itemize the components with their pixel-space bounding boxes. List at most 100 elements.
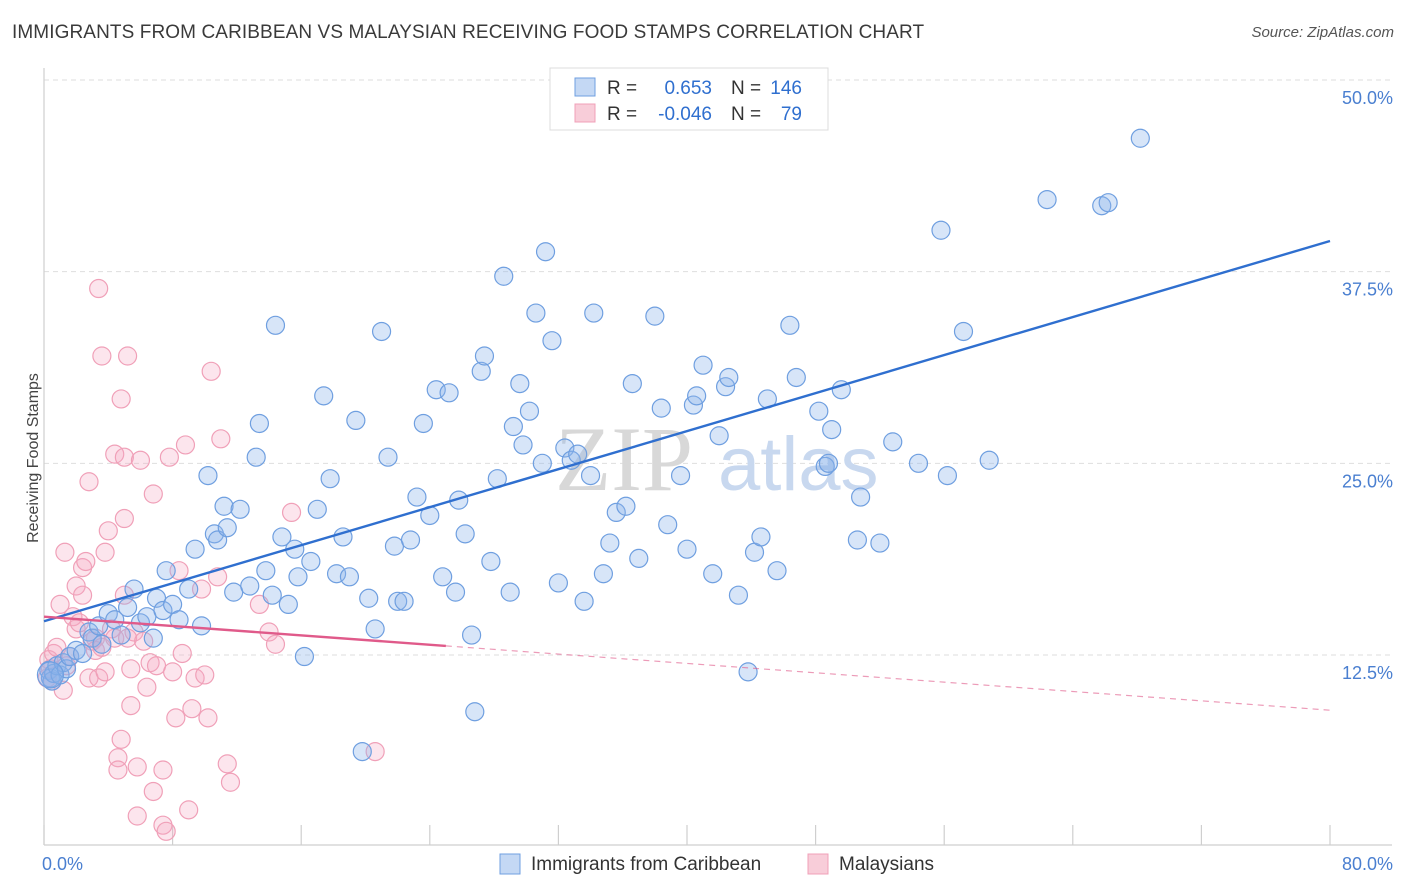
caribbean-point-67	[413, 413, 433, 434]
caribbean-point-55	[339, 567, 360, 587]
caribbean-point-141	[1130, 128, 1150, 148]
caribbean-point-43	[265, 315, 286, 335]
caribbean-point-70	[433, 567, 453, 587]
caribbean-point-113	[709, 426, 729, 446]
caribbean-point-127	[822, 420, 842, 440]
caribbean-point-10	[72, 643, 93, 664]
caribbean-point-132	[883, 432, 903, 452]
malaysian-point-58	[166, 708, 186, 728]
caribbean-point-36	[224, 582, 244, 602]
y-tick-label-1: 25.0%	[1342, 471, 1393, 491]
caribbean-point-61	[378, 447, 398, 467]
caribbean-point-100	[606, 502, 626, 523]
caribbean-point-82	[500, 582, 520, 602]
caribbean-point-76	[465, 702, 485, 722]
caribbean-point-140	[1098, 193, 1118, 213]
caribbean-point-106	[658, 515, 678, 535]
malaysian-point-51	[143, 484, 163, 504]
caribbean-point-84	[510, 374, 530, 394]
caribbean-point-130	[851, 487, 871, 507]
caribbean-point-88	[532, 453, 552, 473]
watermark-atlas: atlas	[718, 422, 879, 507]
caribbean-point-95	[574, 591, 594, 611]
caribbean-point-cluster	[36, 661, 65, 689]
caribbean-point-60	[371, 321, 392, 342]
caribbean-point-37	[230, 499, 250, 519]
malaysian-point-37	[114, 508, 134, 529]
caribbean-point-56	[346, 410, 366, 430]
malaysian-point-67	[198, 708, 218, 728]
caribbean-point-44	[272, 527, 292, 547]
x-tick-label-end: 80.0%	[1342, 854, 1393, 874]
y-tick-label-3: 50.0%	[1342, 88, 1393, 108]
malaysian-point-55	[156, 821, 176, 841]
malaysian-point-68	[201, 361, 221, 381]
caribbean-point-98	[593, 564, 614, 584]
caribbean-point-104	[645, 306, 665, 326]
malaysian-point-70	[211, 429, 231, 449]
caribbean-point-137	[979, 450, 999, 470]
caribbean-point-58	[359, 588, 379, 608]
caribbean-point-29	[185, 539, 205, 559]
y-tick-label-2: 37.5%	[1342, 280, 1393, 300]
source-credit: Source: ZipAtlas.com	[1251, 24, 1394, 41]
malaysian-point-28	[95, 542, 115, 562]
series-malaysians-points	[37, 278, 385, 841]
caribbean-point-62	[384, 536, 405, 556]
caribbean-point-12	[82, 628, 102, 648]
caribbean-point-135	[937, 466, 958, 486]
caribbean-point-108	[677, 539, 697, 559]
axes	[43, 68, 1392, 846]
caribbean-point-101	[616, 496, 636, 516]
malaysian-point-45	[127, 806, 147, 826]
malaysian-point-63	[182, 699, 202, 719]
malaysian-point-34	[108, 760, 128, 780]
caribbean-point-86	[519, 401, 540, 421]
caribbean-point-25	[156, 561, 176, 581]
malaysian-point-53	[153, 760, 173, 780]
trend-line-malaysians-solid	[43, 615, 446, 648]
malaysian-point-76	[281, 502, 302, 523]
malaysian-point-48	[137, 677, 157, 697]
caribbean-point-64	[394, 591, 414, 611]
trend-lines	[43, 239, 1331, 711]
caribbean-point-42	[262, 585, 282, 605]
caribbean-point-30	[191, 616, 212, 636]
caribbean-point-78	[474, 346, 495, 366]
malaysian-point-6	[50, 594, 70, 615]
legend-series: Immigrants from Caribbean Malaysians	[499, 853, 934, 875]
malaysian-point-71	[217, 754, 237, 774]
legend-r-label-2: R =	[607, 104, 637, 125]
caribbean-point-87	[526, 303, 546, 323]
malaysian-point-15	[72, 585, 93, 605]
caribbean-point-34	[214, 496, 234, 516]
caribbean-point-115	[719, 367, 739, 388]
caribbean-point-96	[580, 466, 601, 486]
malaysian-point-52	[146, 656, 167, 676]
legend-swatch-blue	[574, 77, 596, 97]
trend-line-caribbean-solid	[43, 239, 1331, 623]
malaysian-point-17	[76, 551, 96, 572]
caribbean-point-63	[388, 591, 408, 611]
caribbean-point-28	[179, 579, 199, 599]
caribbean-point-116	[728, 585, 749, 605]
malaysian-point-60	[172, 643, 192, 664]
malaysian-point-29	[98, 521, 118, 541]
malaysian-point-57	[163, 662, 183, 682]
malaysian-point-66	[195, 665, 215, 685]
caribbean-point-89	[535, 242, 556, 262]
caribbean-point-105	[651, 398, 671, 418]
y-tick-label-0: 12.5%	[1342, 663, 1393, 683]
caribbean-point-24	[153, 600, 173, 621]
caribbean-point-14	[92, 634, 112, 654]
malaysian-point-38	[114, 447, 134, 467]
caribbean-point-27	[169, 610, 189, 630]
caribbean-point-47	[288, 567, 308, 587]
y-axis-label: Receiving Food Stamps	[25, 373, 42, 543]
caribbean-point-117	[738, 662, 758, 682]
caribbean-point-138	[1037, 190, 1057, 210]
caribbean-point-40	[249, 413, 270, 434]
malaysian-point-61	[175, 435, 196, 455]
malaysian-point-26	[92, 346, 112, 366]
